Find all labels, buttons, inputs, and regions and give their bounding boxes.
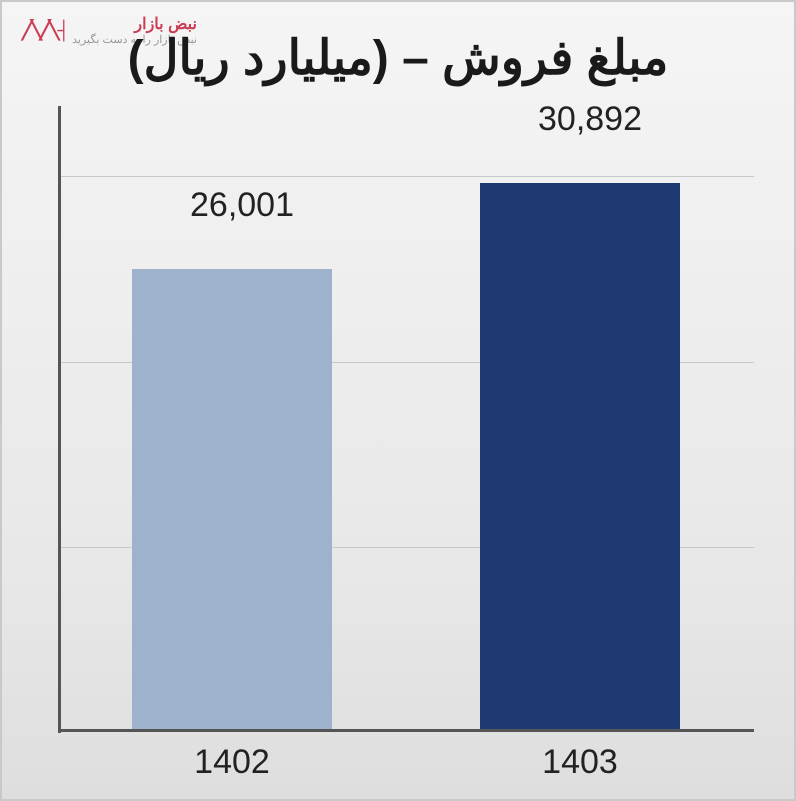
bar-group: 26,001 — [122, 269, 342, 729]
bar — [132, 269, 332, 729]
x-axis-labels: 1402 1403 — [58, 729, 754, 782]
x-axis-label: 1402 — [122, 743, 342, 782]
bar-value-label: 30,892 — [480, 100, 700, 139]
x-axis-label: 1403 — [470, 743, 690, 782]
chart-title: مبلغ فروش – (میلیارد ریال) — [2, 30, 794, 86]
bars-container: 26,001 30,892 — [58, 114, 754, 729]
bar-value-label: 26,001 — [132, 186, 352, 225]
chart-plot-area: 26,00130,892 14021403 — [58, 114, 754, 729]
bar-group: 30,892 — [470, 183, 690, 729]
y-axis-line — [58, 106, 61, 733]
bar — [480, 183, 680, 729]
